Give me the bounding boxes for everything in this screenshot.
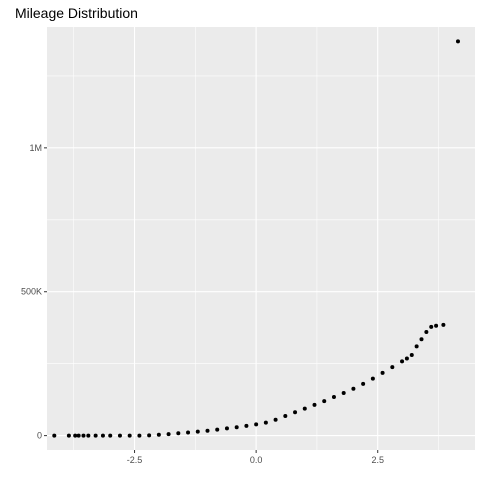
data-point (293, 410, 298, 415)
data-point (254, 422, 259, 427)
y-tick-label: 500K (21, 287, 42, 297)
data-point (283, 414, 288, 419)
x-tick-label: 0.0 (250, 455, 263, 465)
data-point (186, 430, 191, 435)
data-point (263, 420, 268, 425)
chart-title: Mileage Distribution (15, 5, 138, 21)
x-axis: -2.5 0.0 2.5 (127, 450, 384, 465)
data-point (52, 433, 57, 438)
data-point (117, 433, 122, 438)
data-point (244, 423, 249, 428)
data-point (404, 356, 409, 361)
data-point (434, 323, 439, 328)
data-point (424, 330, 429, 335)
data-point (156, 432, 161, 437)
data-point (380, 370, 385, 375)
data-point (455, 39, 460, 44)
data-point (137, 433, 142, 438)
x-tick-label: -2.5 (127, 455, 143, 465)
data-point (224, 426, 229, 431)
data-point (81, 433, 86, 438)
data-point (76, 433, 81, 438)
data-point (147, 433, 152, 438)
data-point (176, 431, 181, 436)
y-axis: 0 500K 1M (21, 143, 47, 441)
data-point (86, 433, 91, 438)
data-point (234, 425, 239, 430)
data-point (441, 322, 446, 327)
data-point (341, 391, 346, 396)
data-point (370, 376, 375, 381)
data-point (429, 324, 434, 329)
data-point (166, 432, 171, 437)
data-point (312, 402, 317, 407)
data-point (390, 365, 395, 370)
data-point (414, 344, 419, 349)
data-point (215, 427, 220, 432)
data-point (93, 433, 98, 438)
data-point (66, 433, 71, 438)
data-point (127, 433, 132, 438)
data-point (322, 399, 327, 404)
x-tick-label: 2.5 (371, 455, 384, 465)
data-point (273, 417, 278, 422)
data-point (400, 359, 405, 364)
data-point (351, 386, 356, 391)
data-point (100, 433, 105, 438)
data-point (409, 353, 414, 358)
data-point (195, 429, 200, 434)
data-point (361, 381, 366, 386)
minor-gridlines (47, 27, 475, 450)
data-point (331, 395, 336, 400)
y-tick-label: 0 (37, 431, 42, 441)
data-point (73, 433, 78, 438)
data-points (52, 39, 460, 438)
data-point (419, 337, 424, 342)
data-point (205, 428, 210, 433)
data-point (302, 406, 307, 411)
data-point (108, 433, 113, 438)
plot-panel (47, 27, 475, 450)
y-tick-label: 1M (29, 143, 42, 153)
